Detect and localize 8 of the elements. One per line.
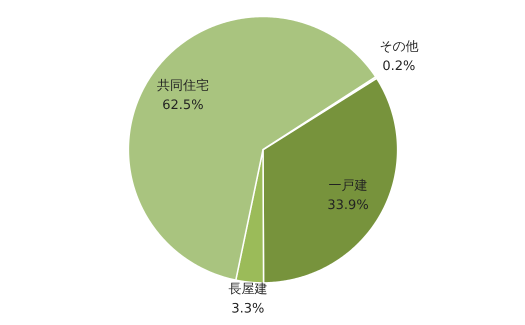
slice-label: 一戸建 [328, 178, 368, 194]
data-label: 62.5% [162, 98, 204, 113]
data-label: 0.2% [382, 58, 416, 74]
slice-label: その他 [379, 39, 418, 54]
slice-label: 長屋建 [228, 282, 268, 298]
data-label: 33.9% [327, 198, 369, 213]
slice-label: 共同住宅 [156, 77, 209, 94]
data-label: 3.3% [231, 302, 264, 317]
